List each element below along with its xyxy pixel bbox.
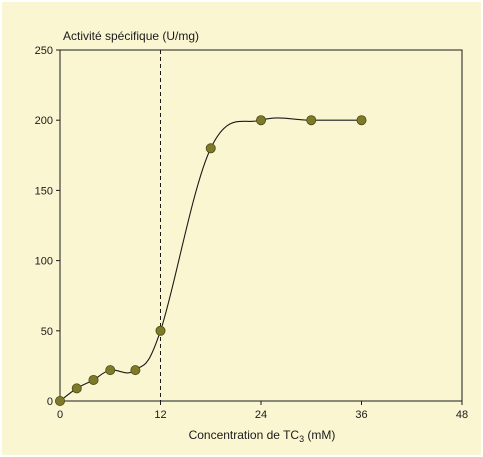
y-tick-label-0: 0 xyxy=(47,396,53,408)
data-point-9 xyxy=(356,115,367,126)
x-tick-label-48: 48 xyxy=(456,409,468,421)
plot-area: 0 50 100 150 200 250 0 12 24 36 48 xyxy=(35,45,468,421)
y-axis-title: Activité spécifique (U/mg) xyxy=(63,29,199,43)
x-tick-label-24: 24 xyxy=(255,409,267,421)
x-tick-label-0: 0 xyxy=(57,409,63,421)
data-point-3 xyxy=(105,365,116,376)
data-point-7 xyxy=(255,115,266,126)
data-point-6 xyxy=(205,143,216,154)
x-axis-title: Concentration de TC3 (mM) xyxy=(189,428,336,444)
data-point-4 xyxy=(130,365,141,376)
x-tick-label-36: 36 xyxy=(355,409,367,421)
x-axis-title-suffix: (mM) xyxy=(304,428,335,442)
x-tick-label-12: 12 xyxy=(154,409,166,421)
data-point-1 xyxy=(71,383,82,394)
y-tick-label-200: 200 xyxy=(35,115,53,127)
data-point-8 xyxy=(306,115,317,126)
x-axis-title-subscript: 3 xyxy=(299,434,304,444)
y-tick-label-250: 250 xyxy=(35,45,53,57)
x-axis-title-main: Concentration de TC xyxy=(189,428,300,442)
y-tick-label-50: 50 xyxy=(41,326,53,338)
series-0-line xyxy=(59,117,362,402)
data-point-5 xyxy=(155,325,166,336)
plot-frame xyxy=(59,49,463,402)
y-tick-label-100: 100 xyxy=(35,256,53,268)
data-point-0 xyxy=(55,395,66,406)
y-tick-label-150: 150 xyxy=(35,185,53,197)
data-point-2 xyxy=(88,374,99,385)
